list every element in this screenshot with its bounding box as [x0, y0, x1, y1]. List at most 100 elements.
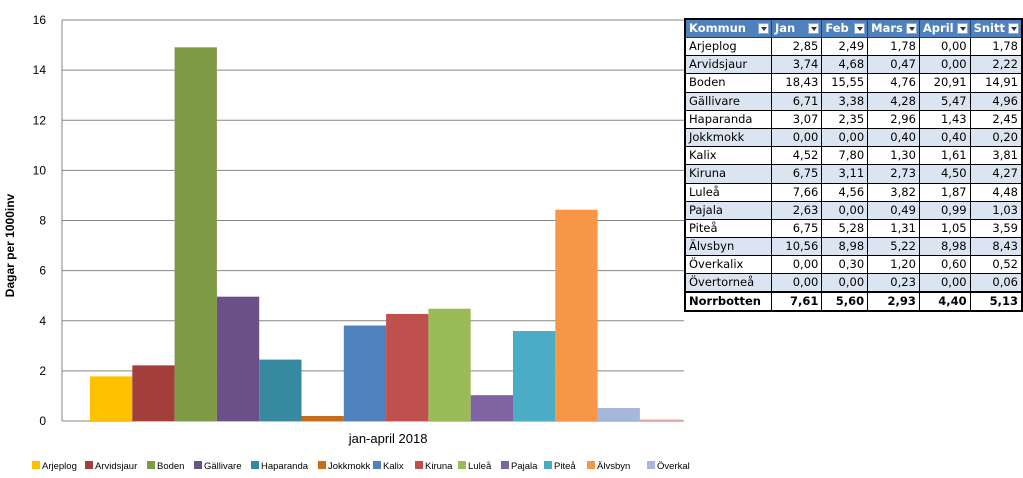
table-cell-kommun[interactable]: Övertorneå — [684, 273, 773, 293]
table-cell-value[interactable]: 0,00 — [918, 36, 971, 57]
table-cell-value[interactable]: 4,50 — [918, 164, 971, 184]
table-cell-value[interactable]: 2,85 — [771, 36, 823, 57]
table-cell-kommun[interactable]: Haparanda — [684, 109, 773, 129]
table-cell-value[interactable]: 2,96 — [867, 109, 920, 129]
table-cell-value[interactable]: 0,00 — [771, 273, 823, 293]
table-cell-value[interactable]: 15,55 — [821, 73, 869, 93]
table-cell-value[interactable]: 1,61 — [918, 146, 971, 166]
table-cell-value[interactable]: 0,40 — [867, 127, 920, 148]
table-cell-value[interactable]: 0,60 — [918, 255, 971, 275]
table-cell-value[interactable]: 2,49 — [821, 36, 869, 57]
table-cell-value[interactable]: 7,80 — [821, 146, 869, 166]
filter-dropdown-icon[interactable] — [808, 23, 820, 34]
table-cell-value[interactable]: 0,49 — [867, 200, 920, 220]
table-cell-value[interactable]: 5,28 — [821, 218, 869, 239]
table-cell-value[interactable]: 1,78 — [969, 36, 1023, 57]
table-cell-value[interactable]: 8,98 — [918, 237, 971, 257]
table-cell-value[interactable]: 4,56 — [821, 182, 869, 202]
table-cell-value[interactable]: 0,47 — [867, 55, 920, 75]
table-cell-value[interactable]: 10,56 — [771, 237, 823, 257]
table-cell-value[interactable]: 4,40 — [918, 291, 971, 312]
table-cell-kommun[interactable]: Kiruna — [684, 164, 773, 184]
table-cell-value[interactable]: 1,20 — [867, 255, 920, 275]
table-cell-value[interactable]: 0,00 — [821, 127, 869, 148]
table-cell-value[interactable]: 0,00 — [821, 273, 869, 293]
table-cell-value[interactable]: 1,30 — [867, 146, 920, 166]
table-cell-kommun[interactable]: Jokkmokk — [684, 127, 773, 148]
table-cell-value[interactable]: 0,52 — [969, 255, 1023, 275]
table-cell-value[interactable]: 4,28 — [867, 91, 920, 111]
table-cell-value[interactable]: 6,75 — [771, 218, 823, 239]
table-cell-kommun[interactable]: Arjeplog — [684, 36, 773, 57]
table-cell-value[interactable]: 0,40 — [918, 127, 971, 148]
table-cell-value[interactable]: 1,03 — [969, 200, 1023, 220]
table-cell-value[interactable]: 0,00 — [771, 127, 823, 148]
table-cell-value[interactable]: 7,66 — [771, 182, 823, 202]
table-cell-value[interactable]: 0,99 — [918, 200, 971, 220]
table-cell-value[interactable]: 6,75 — [771, 164, 823, 184]
table-cell-value[interactable]: 1,78 — [867, 36, 920, 57]
table-cell-kommun[interactable]: Piteå — [684, 218, 773, 239]
table-cell-value[interactable]: 14,91 — [969, 73, 1023, 93]
filter-dropdown-icon[interactable] — [854, 23, 866, 34]
table-cell-value[interactable]: 0,00 — [771, 255, 823, 275]
filter-dropdown-icon[interactable] — [956, 23, 968, 34]
table-cell-value[interactable]: 18,43 — [771, 73, 823, 93]
table-cell-value[interactable]: 20,91 — [918, 73, 971, 93]
table-cell-value[interactable]: 0,06 — [969, 273, 1023, 293]
table-cell-value[interactable]: 0,20 — [969, 127, 1023, 148]
table-cell-value[interactable]: 1,31 — [867, 218, 920, 239]
filter-dropdown-icon[interactable] — [1008, 23, 1019, 34]
table-cell-value[interactable]: 2,63 — [771, 200, 823, 220]
header-kommun[interactable]: Kommun — [684, 18, 773, 38]
filter-dropdown-icon[interactable] — [905, 23, 917, 34]
table-cell-value[interactable]: 3,81 — [969, 146, 1023, 166]
table-cell-value[interactable]: 3,07 — [771, 109, 823, 129]
table-cell-value[interactable]: 5,13 — [969, 291, 1023, 312]
table-cell-value[interactable]: 2,22 — [969, 55, 1023, 75]
table-cell-value[interactable]: 0,00 — [918, 273, 971, 293]
table-cell-value[interactable]: 3,82 — [867, 182, 920, 202]
table-cell-value[interactable]: 2,73 — [867, 164, 920, 184]
header-april[interactable]: April — [918, 18, 971, 38]
table-cell-value[interactable]: 1,43 — [918, 109, 971, 129]
table-cell-value[interactable]: 2,35 — [821, 109, 869, 129]
table-cell-value[interactable]: 0,23 — [867, 273, 920, 293]
filter-dropdown-icon[interactable] — [758, 23, 770, 34]
table-cell-value[interactable]: 5,60 — [821, 291, 869, 312]
table-cell-kommun[interactable]: Luleå — [684, 182, 773, 202]
header-feb[interactable]: Feb — [821, 18, 869, 38]
table-cell-value[interactable]: 3,11 — [821, 164, 869, 184]
table-cell-value[interactable]: 0,00 — [918, 55, 971, 75]
table-cell-kommun[interactable]: Kalix — [684, 146, 773, 166]
table-cell-kommun[interactable]: Överkalix — [684, 255, 773, 275]
table-cell-value[interactable]: 0,00 — [821, 200, 869, 220]
header-jan[interactable]: Jan — [771, 18, 823, 38]
table-cell-kommun[interactable]: Arvidsjaur — [684, 55, 773, 75]
table-cell-value[interactable]: 3,59 — [969, 218, 1023, 239]
table-cell-value[interactable]: 2,45 — [969, 109, 1023, 129]
table-cell-value[interactable]: 0,30 — [821, 255, 869, 275]
table-cell-value[interactable]: 4,52 — [771, 146, 823, 166]
table-cell-value[interactable]: 8,43 — [969, 237, 1023, 257]
table-cell-value[interactable]: 6,71 — [771, 91, 823, 111]
table-cell-kommun[interactable]: Pajala — [684, 200, 773, 220]
table-cell-value[interactable]: 4,76 — [867, 73, 920, 93]
header-mars[interactable]: Mars — [867, 18, 920, 38]
table-cell-value[interactable]: 1,05 — [918, 218, 971, 239]
table-cell-value[interactable]: 8,98 — [821, 237, 869, 257]
header-snitt[interactable]: Snitt — [969, 18, 1023, 38]
table-cell-value[interactable]: 3,74 — [771, 55, 823, 75]
table-cell-kommun[interactable]: Norrbotten — [684, 291, 773, 312]
table-cell-kommun[interactable]: Boden — [684, 73, 773, 93]
table-cell-value[interactable]: 1,87 — [918, 182, 971, 202]
table-cell-value[interactable]: 3,38 — [821, 91, 869, 111]
table-cell-value[interactable]: 5,47 — [918, 91, 971, 111]
table-cell-kommun[interactable]: Gällivare — [684, 91, 773, 111]
table-cell-value[interactable]: 4,96 — [969, 91, 1023, 111]
table-cell-value[interactable]: 4,48 — [969, 182, 1023, 202]
table-cell-value[interactable]: 4,27 — [969, 164, 1023, 184]
table-cell-value[interactable]: 2,93 — [867, 291, 920, 312]
table-cell-value[interactable]: 5,22 — [867, 237, 920, 257]
table-cell-value[interactable]: 7,61 — [771, 291, 823, 312]
